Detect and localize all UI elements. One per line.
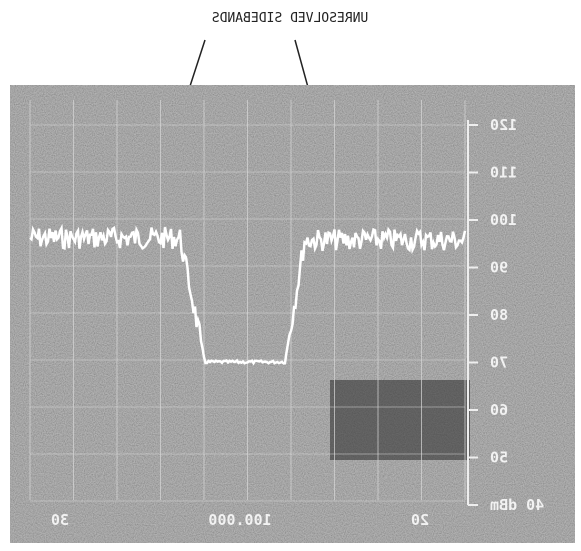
graticule: [29, 100, 478, 506]
trace: [29, 223, 467, 366]
labels: 120 110 100 90 80 70 60 50 40 dBm 30 100.000 20: [51, 116, 544, 529]
annotation: UNRESOLVED SIDEBANDS: [212, 11, 369, 26]
scale-label: 110: [490, 164, 517, 182]
bottom-label: 100.000: [208, 511, 271, 529]
scale-label: 80: [490, 306, 508, 324]
scale-label: 50: [490, 449, 508, 467]
scale-label: 100: [490, 211, 517, 229]
scale-label: 90: [490, 259, 508, 277]
dark-patch: [330, 380, 470, 460]
scale-label: 120: [490, 116, 517, 134]
scale-label: 60: [490, 401, 508, 419]
scale-label: 70: [490, 354, 508, 372]
bottom-label: 30: [51, 511, 69, 529]
scale-label: 40 dBm: [490, 496, 544, 514]
bottom-label: 20: [411, 511, 429, 529]
